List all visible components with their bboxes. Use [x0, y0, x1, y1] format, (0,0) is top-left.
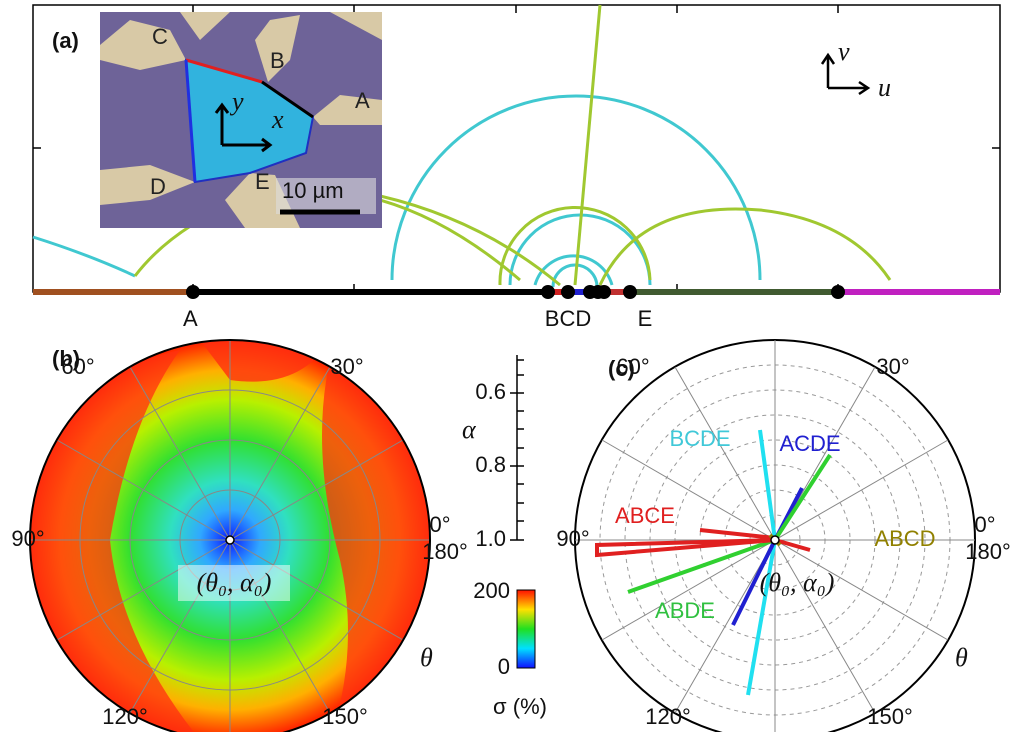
trace-label: ACDE	[779, 431, 840, 456]
point-label: E	[638, 306, 653, 331]
angle-label: 150°	[322, 704, 368, 729]
panel-c: 60° 30° 0° 180° 90° 120° 150° BCDE ACDE …	[556, 340, 1010, 732]
theta-label: θ	[420, 643, 433, 672]
panel-b: 60° 30° 0° 180° 90° 120° 150° (θ₀, α₀) θ…	[0, 340, 468, 732]
panel-label: (a)	[52, 28, 79, 53]
axis-label: α	[462, 415, 477, 444]
angle-label: 0°	[429, 512, 450, 537]
tick-label: 0.8	[475, 452, 506, 477]
angle-label: 90°	[556, 526, 589, 551]
scale-bar: 10 µm	[282, 178, 344, 203]
axis-label: v	[838, 37, 850, 66]
colorbar: 200 0 σ (%)	[473, 578, 547, 719]
angle-label: 150°	[867, 704, 913, 729]
inset-label: B	[270, 48, 285, 73]
inset-axis: x	[271, 105, 284, 134]
inset-axis: y	[229, 87, 244, 116]
angle-label: 180°	[965, 539, 1011, 564]
trace-label: BCDE	[669, 426, 730, 451]
inset-label: A	[355, 88, 370, 113]
inset-label: E	[255, 169, 270, 194]
angle-label: 0°	[974, 512, 995, 537]
angle-label: 120°	[102, 704, 148, 729]
point-label: BCD	[545, 306, 591, 331]
axis-label: u	[878, 73, 891, 102]
tick-label: 200	[473, 578, 510, 603]
tick-label: 1.0	[475, 526, 506, 551]
alpha-axis: 0.6 0.8 1.0 α	[462, 355, 524, 551]
angle-label: 90°	[11, 526, 44, 551]
panel-label: (c)	[608, 356, 635, 381]
trace-label: ABDE	[655, 598, 715, 623]
colorbar-label: σ (%)	[493, 694, 547, 719]
center-label: (θ₀, α₀)	[197, 568, 272, 597]
tick-label: 0.6	[475, 379, 506, 404]
inset-label: D	[150, 174, 166, 199]
tick-label: 0	[498, 654, 510, 679]
angle-label: 30°	[876, 354, 909, 379]
center-label: (θ₀, α₀)	[760, 568, 835, 597]
inset-label: C	[152, 24, 168, 49]
inset: C B A D E x y 10 µm	[100, 12, 382, 228]
angle-label: 30°	[330, 354, 363, 379]
trace-label: ABCE	[615, 503, 675, 528]
panel-a: A BCD E v u C B A D E x y 10 µm (a)	[33, 5, 1000, 331]
figure: A BCD E v u C B A D E x y 10 µm (a) 60° …	[0, 0, 1019, 732]
angle-label: 120°	[645, 704, 691, 729]
theta-label: θ	[955, 643, 968, 672]
panel-label: (b)	[52, 346, 80, 371]
point-label: A	[183, 306, 198, 331]
trace-label: ABCD	[874, 526, 935, 551]
angle-label: 180°	[422, 539, 468, 564]
